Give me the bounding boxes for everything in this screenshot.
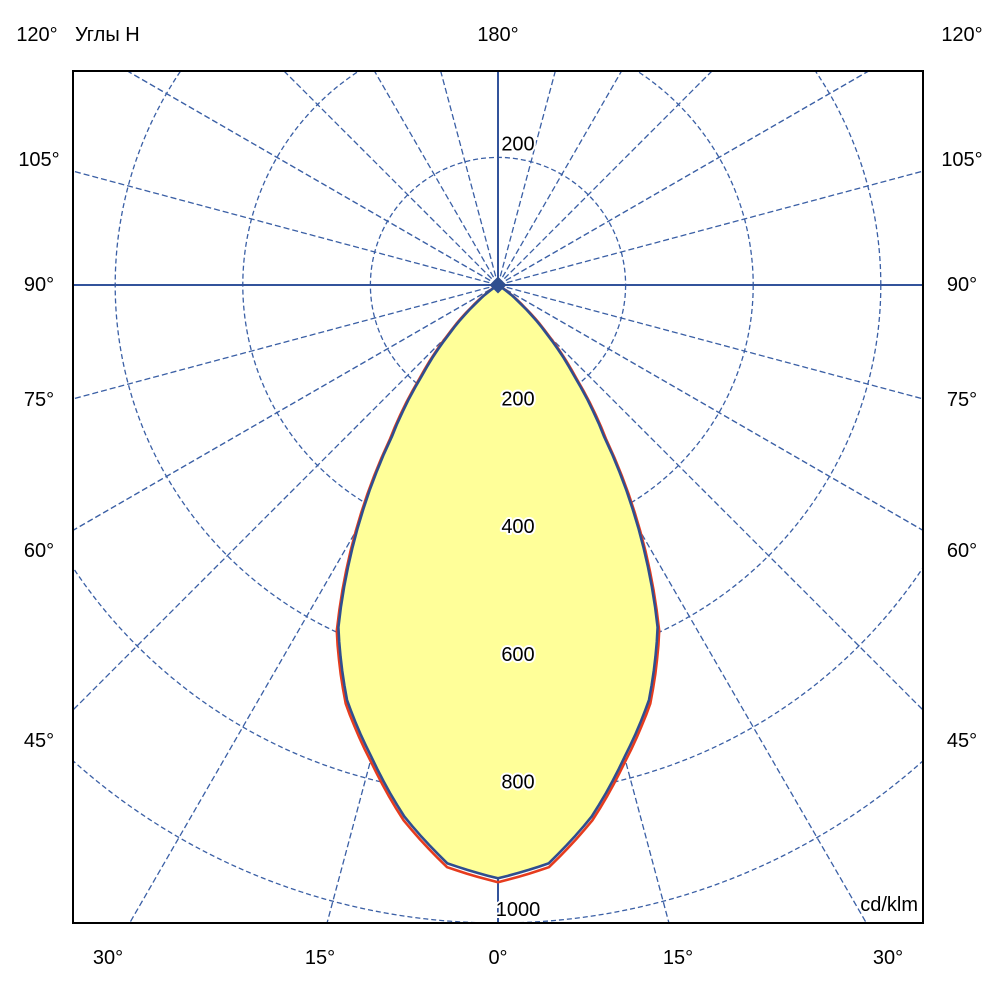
radial-grid-line-285 (73, 284, 499, 400)
angle-label-left-105deg: 105° (18, 149, 59, 171)
angle-label-bottom-3-15deg: 15° (663, 947, 693, 969)
angle-label-right-105deg: 105° (941, 149, 982, 171)
radial-tick-label-600: 600 (501, 644, 534, 666)
radial-grid-line-150 (497, 71, 623, 286)
plane-title: Углы H (75, 24, 140, 46)
radial-grid-line-240 (126, 71, 499, 286)
radial-grid-line-315 (73, 284, 499, 711)
angle-label-left-90deg: 90° (24, 274, 54, 296)
radial-tick-label-400: 400 (501, 516, 534, 538)
radial-grid-line-120 (497, 71, 870, 286)
angle-label-right-45deg: 45° (947, 730, 977, 752)
plot-border (72, 70, 924, 924)
radial-tick-label-200-above: 200 (501, 133, 534, 155)
angle-label-180-top-center: 180° (477, 24, 518, 46)
angle-label-bottom-2-0deg: 0° (488, 947, 507, 969)
radial-grid-line-45 (497, 284, 923, 711)
radial-grid-line-105 (497, 170, 923, 286)
radial-grid-line-195 (439, 71, 499, 286)
angle-label-right-75deg: 75° (947, 389, 977, 411)
pole-marker-layer (489, 276, 507, 294)
angle-label-120-top-left: 120° (16, 24, 57, 46)
angle-label-left-45deg: 45° (24, 730, 54, 752)
angle-label-bottom-1-15deg: 15° (305, 947, 335, 969)
radial-grid-line-75 (497, 284, 923, 400)
intensity-curve-navy (337, 283, 659, 880)
angle-label-bottom-0-30deg: 30° (93, 947, 123, 969)
radial-tick-label-800: 800 (501, 771, 534, 793)
angle-label-120-top-right: 120° (941, 24, 982, 46)
axis-labels: 200 200 400 600 800 1000 105° 105° 90° 90° 75° 75° 6… (18, 131, 982, 969)
angle-label-left-60deg: 60° (24, 540, 54, 562)
intensity-curves (335, 283, 661, 884)
unit-label: cd/klm (860, 894, 918, 916)
radial-grid-line-300 (73, 284, 499, 532)
radial-grid-line-255 (73, 170, 499, 286)
pole-marker (489, 276, 507, 294)
radial-tick-label-1000: 1000 (496, 899, 541, 921)
radial-grid-line-225 (283, 71, 499, 286)
radial-grid-line-210 (373, 71, 499, 286)
radial-grid-line-165 (497, 71, 557, 286)
angle-label-bottom-4-30deg: 30° (873, 947, 903, 969)
radial-grid-line-60 (497, 284, 923, 532)
radial-grid-line-135 (497, 71, 713, 286)
angle-label-left-75deg: 75° (24, 389, 54, 411)
angle-label-right-90deg: 90° (947, 274, 977, 296)
radial-tick-label-200: 200 (501, 389, 534, 411)
angle-label-right-60deg: 60° (947, 540, 977, 562)
